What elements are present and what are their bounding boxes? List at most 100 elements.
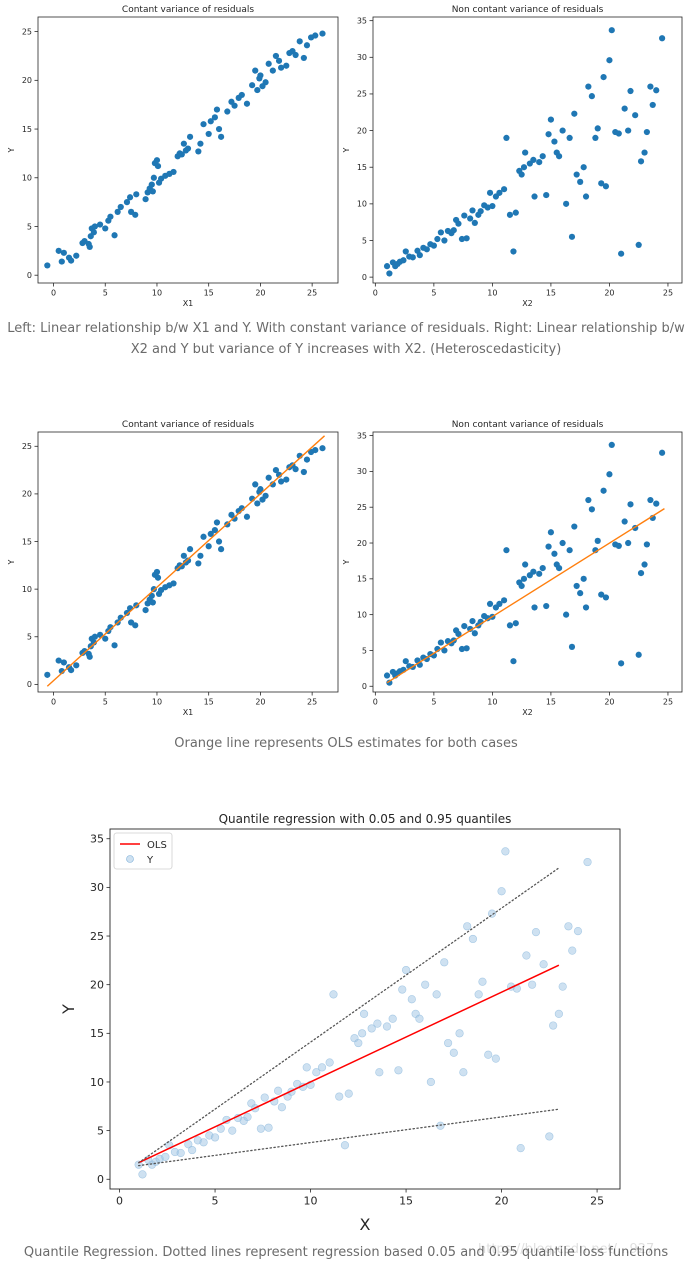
x-tick-label: 10 [487,698,497,707]
data-point [484,204,491,211]
y-tick-label: 20 [357,126,367,135]
data-point [573,582,580,590]
data-point [606,471,613,478]
data-point [254,500,261,507]
data-point [91,223,98,230]
data-point [142,606,149,614]
data-point [68,666,75,674]
data-point [443,1038,453,1048]
data-point [205,543,212,550]
data-point [228,1126,237,1135]
data-point [421,980,430,989]
y-axis-label: Y [59,1004,78,1015]
data-point [153,568,161,576]
x-axis-label: X [360,1215,371,1234]
data-point [582,604,590,611]
data-point [469,207,476,214]
data-point [598,591,605,598]
data-point [114,208,121,215]
data-point [571,523,578,530]
data-point [269,67,276,74]
chart-title: Non contant variance of residuals [452,5,604,15]
chart-title: Contant variance of residuals [122,5,254,15]
data-point [176,1148,185,1158]
data-point [641,561,648,568]
data-point [386,270,393,277]
data-point [150,174,157,181]
data-point [373,1019,382,1028]
data-point [91,633,98,640]
data-point [531,193,538,200]
data-point [265,474,272,481]
data-point [647,496,654,504]
y-tick-label: 25 [357,503,367,512]
x-tick-label: 15 [399,1195,413,1208]
data-point [491,1054,500,1063]
data-point [296,38,303,45]
data-point [522,149,529,156]
data-point [522,951,531,960]
data-point [238,91,245,99]
x-tick-label: 25 [663,698,673,707]
data-point [275,57,283,64]
data-point [354,1038,363,1048]
data-point [539,153,546,160]
data-point [441,237,448,244]
y-tick-label: 5 [97,1124,104,1137]
data-point [180,140,187,147]
data-point [90,229,97,236]
data-point [375,1068,384,1077]
x-tick-label: 0 [51,289,56,298]
y-tick-label: 0 [27,680,32,689]
x-tick-label: 20 [604,289,614,298]
data-point [211,114,218,121]
data-point [138,1170,147,1179]
data-point [503,134,510,142]
data-point [637,570,645,577]
data-point [615,542,622,549]
y-tick-label: 30 [357,467,367,476]
x-tick-label: 5 [431,698,436,707]
data-point [580,575,587,582]
data-point [213,519,221,526]
data-point [178,151,185,158]
data-point [102,635,109,642]
data-point [256,1124,265,1133]
data-point [231,102,238,109]
data-point [621,518,628,525]
data-point [516,1144,525,1153]
data-point [325,1058,334,1067]
data-point [277,1103,287,1112]
y-tick-label: 20 [90,979,104,992]
data-point [383,672,391,679]
data-point [653,500,660,507]
chart-fig2-right: Non contant variance of residuals 0 5 10 15 2… [342,420,683,717]
y-tick-label: 15 [357,163,367,172]
data-point [437,639,444,646]
data-point [252,67,259,74]
data-point [86,653,93,660]
data-point [563,200,570,207]
data-point [478,977,487,986]
data-point [300,468,307,476]
data-point [503,547,510,554]
data-point [510,658,517,665]
x-tick-label: 5 [103,698,108,707]
data-point [344,1089,353,1098]
ols-fit-line [386,508,665,684]
data-point [407,995,416,1004]
legend-label-ols: OLS [147,840,167,851]
data-point [539,960,548,969]
data-point [107,213,114,220]
data-point [213,106,221,113]
data-point [551,138,558,145]
data-point [161,1152,170,1161]
data-point [68,257,75,264]
data-point [319,30,326,37]
data-point [558,982,567,991]
data-point [278,64,285,71]
data-point [184,1140,193,1149]
data-point [486,600,494,608]
data-point [132,211,139,218]
data-point [602,594,610,601]
